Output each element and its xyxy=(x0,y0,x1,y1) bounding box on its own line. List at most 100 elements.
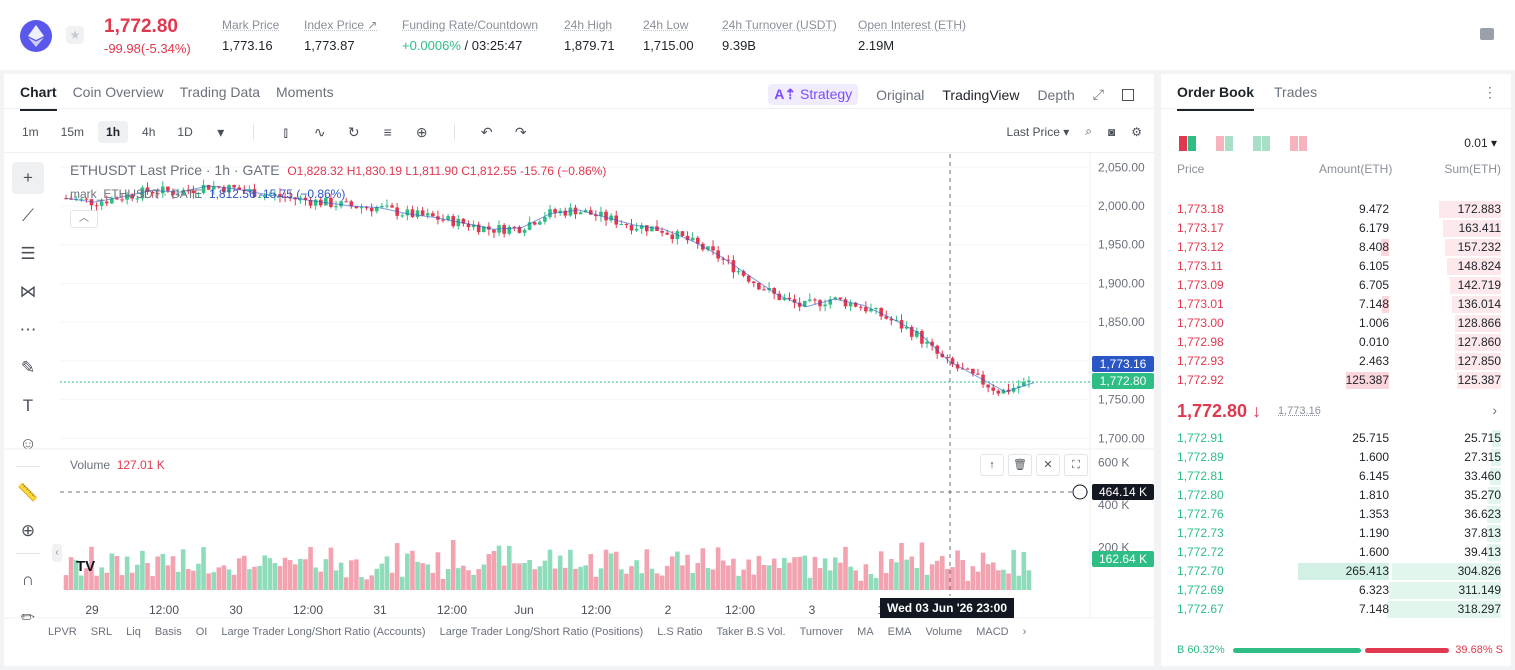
indicator-taker-vol[interactable]: Taker B.S Vol. xyxy=(716,626,786,638)
layout-both-icon[interactable] xyxy=(1179,136,1196,151)
expand-icon[interactable]: ⤢ xyxy=(1092,86,1104,102)
replay-icon[interactable]: ↻ xyxy=(347,123,360,140)
tab-original[interactable]: Original xyxy=(876,86,925,103)
redo-icon[interactable]: ↷ xyxy=(514,123,527,140)
ask-row[interactable]: 1,773.01 7.148 136.014 xyxy=(1161,295,1511,314)
bid-row[interactable]: 1,772.67 7.148 318.297 xyxy=(1161,600,1511,619)
ask-row[interactable]: 1,773.18 9.472 172.883 xyxy=(1161,200,1511,219)
chevron-right-icon[interactable]: › xyxy=(1492,402,1497,418)
crosshair-icon[interactable]: + xyxy=(12,162,44,194)
bid-row[interactable]: 1,772.91 25.715 25.715 xyxy=(1161,429,1511,448)
bid-row[interactable]: 1,772.73 1.190 37.813 xyxy=(1161,524,1511,543)
tab-tradingview[interactable]: TradingView xyxy=(942,86,1020,103)
indicator-basis[interactable]: Basis xyxy=(154,626,182,638)
indicator-oi[interactable]: OI xyxy=(195,626,208,638)
ask-row[interactable]: 1,773.12 8.408 157.232 xyxy=(1161,238,1511,257)
tab-order-book[interactable]: Order Book xyxy=(1177,84,1255,111)
favorite-star-icon[interactable]: ★ xyxy=(66,26,84,44)
candle-body xyxy=(120,199,124,201)
indicator-volume[interactable]: Volume xyxy=(925,626,963,638)
fullscreen-icon[interactable] xyxy=(1122,88,1134,101)
layout-asks-icon[interactable] xyxy=(1290,136,1307,151)
camera-icon[interactable]: ◙ xyxy=(1107,124,1116,139)
gear-icon[interactable]: ⚙ xyxy=(1131,124,1142,139)
tab-moments[interactable]: Moments xyxy=(276,84,334,100)
collapse-pane-icon[interactable]: ✕ xyxy=(1036,454,1060,476)
more-menu-icon[interactable]: ⋮ xyxy=(1483,84,1497,100)
bid-row[interactable]: 1,772.70 265.413 304.826 xyxy=(1161,562,1511,581)
timeframe-1h[interactable]: 1h xyxy=(98,121,129,143)
indicator-turnover[interactable]: Turnover xyxy=(799,626,844,638)
tab-coin-overview[interactable]: Coin Overview xyxy=(72,84,164,100)
magnet-icon[interactable]: ∩ xyxy=(21,570,35,589)
layout-mixed-icon[interactable] xyxy=(1216,136,1233,151)
scroll-left-button[interactable]: ‹ xyxy=(52,544,62,562)
templates-icon[interactable]: ≡ xyxy=(383,124,392,140)
ask-row[interactable]: 1,773.09 6.705 142.719 xyxy=(1161,276,1511,295)
bid-row[interactable]: 1,772.69 6.323 311.149 xyxy=(1161,581,1511,600)
indicators-icon[interactable]: ∿ xyxy=(313,123,326,140)
layout-bids-icon[interactable] xyxy=(1253,136,1270,151)
tab-trades[interactable]: Trades xyxy=(1274,84,1318,100)
text-icon[interactable]: T xyxy=(22,396,34,415)
ask-row[interactable]: 1,773.00 1.006 128.866 xyxy=(1161,314,1511,333)
stat-index-price[interactable]: Index Price ↗ 1,773.87 xyxy=(304,18,378,53)
ask-row[interactable]: 1,772.92 125.387 125.387 xyxy=(1161,371,1511,390)
trash-icon[interactable]: 🗑 xyxy=(1008,454,1032,476)
indicator-ema[interactable]: EMA xyxy=(887,626,912,638)
add-alert-icon[interactable]: ⊕ xyxy=(415,123,428,140)
price-step-select[interactable]: 0.01 ▾ xyxy=(1464,136,1497,150)
zoom-in-icon[interactable]: ⊕ xyxy=(20,521,36,540)
volume-bar xyxy=(333,570,339,590)
ask-row[interactable]: 1,773.17 6.179 163.411 xyxy=(1161,219,1511,238)
timeframe-1m[interactable]: 1m xyxy=(22,125,39,139)
strategy-button[interactable]: A⇡ Strategy xyxy=(768,84,859,105)
candle-body xyxy=(507,226,512,234)
volume-bar xyxy=(512,563,517,590)
volume-bar xyxy=(771,558,777,590)
tab-depth[interactable]: Depth xyxy=(1037,86,1075,103)
notes-icon[interactable] xyxy=(1480,28,1494,40)
indicator-lt-positions[interactable]: Large Trader Long/Short Ratio (Positions… xyxy=(439,626,644,638)
chevron-down-icon[interactable]: ▾ xyxy=(217,123,225,140)
maximize-pane-icon[interactable]: ⛶ xyxy=(1064,454,1088,476)
candle-type-icon[interactable]: ⫾ xyxy=(283,123,288,140)
bid-row[interactable]: 1,772.76 1.353 36.623 xyxy=(1161,505,1511,524)
ask-row[interactable]: 1,772.93 2.463 127.850 xyxy=(1161,352,1511,371)
emoji-icon[interactable]: ☺ xyxy=(19,434,37,453)
volume-bar xyxy=(242,555,247,590)
horizontal-lines-icon[interactable]: ☰ xyxy=(20,244,36,263)
stat-funding-rate[interactable]: Funding Rate/Countdown +0.0006% / 03:25:4… xyxy=(402,18,539,53)
trend-line-icon[interactable]: ⟋ xyxy=(22,206,34,225)
ruler-icon[interactable]: 📏 xyxy=(17,483,39,502)
tab-chart[interactable]: Chart xyxy=(20,84,57,111)
indicator-liq[interactable]: Liq xyxy=(126,626,141,638)
timeframe-15m[interactable]: 15m xyxy=(60,125,85,139)
fib-icon[interactable]: ⋯ xyxy=(19,320,37,339)
indicator-lpvr[interactable]: LPVR xyxy=(48,626,77,638)
price-type-select[interactable]: Last Price ▾ xyxy=(1006,124,1070,139)
amount-cell: 265.413 xyxy=(1345,564,1389,578)
undo-icon[interactable]: ↶ xyxy=(480,123,493,140)
search-icon[interactable]: ⌕ xyxy=(1085,124,1092,138)
collapse-legend-button[interactable]: ︿ xyxy=(70,210,98,228)
indicator-ls-ratio[interactable]: L.S Ratio xyxy=(657,626,703,638)
indicator-lt-accounts[interactable]: Large Trader Long/Short Ratio (Accounts) xyxy=(221,626,426,638)
indicator-srl[interactable]: SRL xyxy=(90,626,113,638)
tab-trading-data[interactable]: Trading Data xyxy=(179,84,261,100)
bid-row[interactable]: 1,772.80 1.810 35.270 xyxy=(1161,486,1511,505)
bid-row[interactable]: 1,772.72 1.600 39.413 xyxy=(1161,543,1511,562)
chevron-right-icon[interactable]: › xyxy=(1022,626,1027,638)
ask-row[interactable]: 1,772.98 0.010 127.860 xyxy=(1161,333,1511,352)
bid-row[interactable]: 1,772.81 6.145 33.460 xyxy=(1161,467,1511,486)
pattern-icon[interactable]: ⋈ xyxy=(19,282,37,301)
ask-row[interactable]: 1,773.11 6.105 148.824 xyxy=(1161,257,1511,276)
bid-row[interactable]: 1,772.89 1.600 27.315 xyxy=(1161,448,1511,467)
indicator-ma[interactable]: MA xyxy=(857,626,874,638)
brush-icon[interactable]: ✎ xyxy=(20,358,36,377)
timeframe-1d[interactable]: 1D xyxy=(177,125,193,139)
indicator-macd[interactable]: MACD xyxy=(976,626,1009,638)
stat-mark-price[interactable]: Mark Price 1,773.16 xyxy=(222,18,280,53)
timeframe-4h[interactable]: 4h xyxy=(142,125,156,139)
move-up-icon[interactable]: ↑ xyxy=(980,454,1004,476)
